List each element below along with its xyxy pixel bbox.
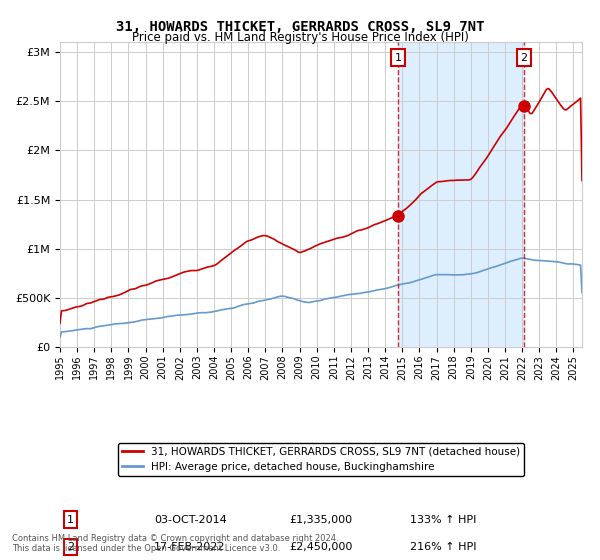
Text: 17-FEB-2022: 17-FEB-2022 [154, 542, 226, 552]
Legend: 31, HOWARDS THICKET, GERRARDS CROSS, SL9 7NT (detached house), HPI: Average pric: 31, HOWARDS THICKET, GERRARDS CROSS, SL9… [118, 443, 524, 476]
Text: Contains HM Land Registry data © Crown copyright and database right 2024.
This d: Contains HM Land Registry data © Crown c… [12, 534, 338, 553]
Text: 1: 1 [67, 515, 74, 525]
Text: 2: 2 [67, 542, 74, 552]
Text: £2,450,000: £2,450,000 [290, 542, 353, 552]
Text: 03-OCT-2014: 03-OCT-2014 [154, 515, 227, 525]
Text: £1,335,000: £1,335,000 [290, 515, 353, 525]
Text: 216% ↑ HPI: 216% ↑ HPI [410, 542, 476, 552]
Bar [398, 42, 524, 347]
Text: 31, HOWARDS THICKET, GERRARDS CROSS, SL9 7NT: 31, HOWARDS THICKET, GERRARDS CROSS, SL9… [116, 20, 484, 34]
Text: 133% ↑ HPI: 133% ↑ HPI [410, 515, 476, 525]
Text: 2: 2 [521, 53, 528, 63]
Text: 1: 1 [395, 53, 401, 63]
Text: Price paid vs. HM Land Registry's House Price Index (HPI): Price paid vs. HM Land Registry's House … [131, 31, 469, 44]
